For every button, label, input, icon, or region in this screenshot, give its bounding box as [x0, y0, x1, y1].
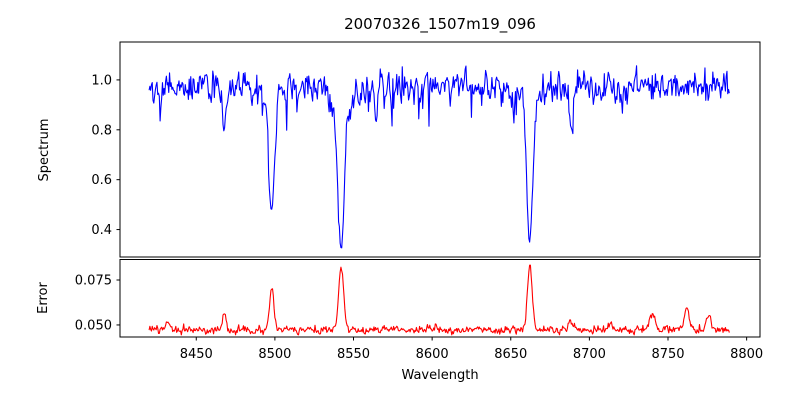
x-tick-label: 8450: [180, 347, 213, 362]
x-tick-label: 8750: [651, 347, 684, 362]
error-axes-frame: [119, 259, 761, 338]
y-tick-label: 0.050: [75, 318, 112, 333]
x-ticks: 8450 8500 8550 8600 8650 8700 8750 8800: [180, 337, 763, 362]
y-tick-label: 1.0: [91, 73, 112, 88]
spectrum-y-ticks: 0.4 0.6 0.8 1.0: [91, 73, 120, 238]
x-tick-label: 8500: [258, 347, 291, 362]
spectrum-y-axis-label: Spectrum: [37, 119, 52, 182]
y-tick-label: 0.4: [91, 223, 112, 238]
x-axis-label: Wavelength: [401, 368, 478, 383]
y-tick-label: 0.8: [91, 123, 112, 138]
x-tick-label: 8650: [494, 347, 527, 362]
spectrum-axes-frame: [119, 41, 761, 258]
y-tick-label: 0.6: [91, 173, 112, 188]
x-tick-label: 8600: [416, 347, 449, 362]
x-tick-label: 8550: [337, 347, 370, 362]
x-tick-label: 8800: [730, 347, 763, 362]
error-y-axis-label: Error: [36, 282, 51, 314]
spectrum-series-line: [148, 65, 730, 249]
error-series-line: [148, 264, 730, 336]
error-y-ticks: 0.050 0.075: [75, 274, 120, 333]
y-tick-label: 0.075: [75, 274, 112, 289]
chart-title: 20070326_1507m19_096: [344, 15, 536, 34]
x-tick-label: 8700: [573, 347, 606, 362]
